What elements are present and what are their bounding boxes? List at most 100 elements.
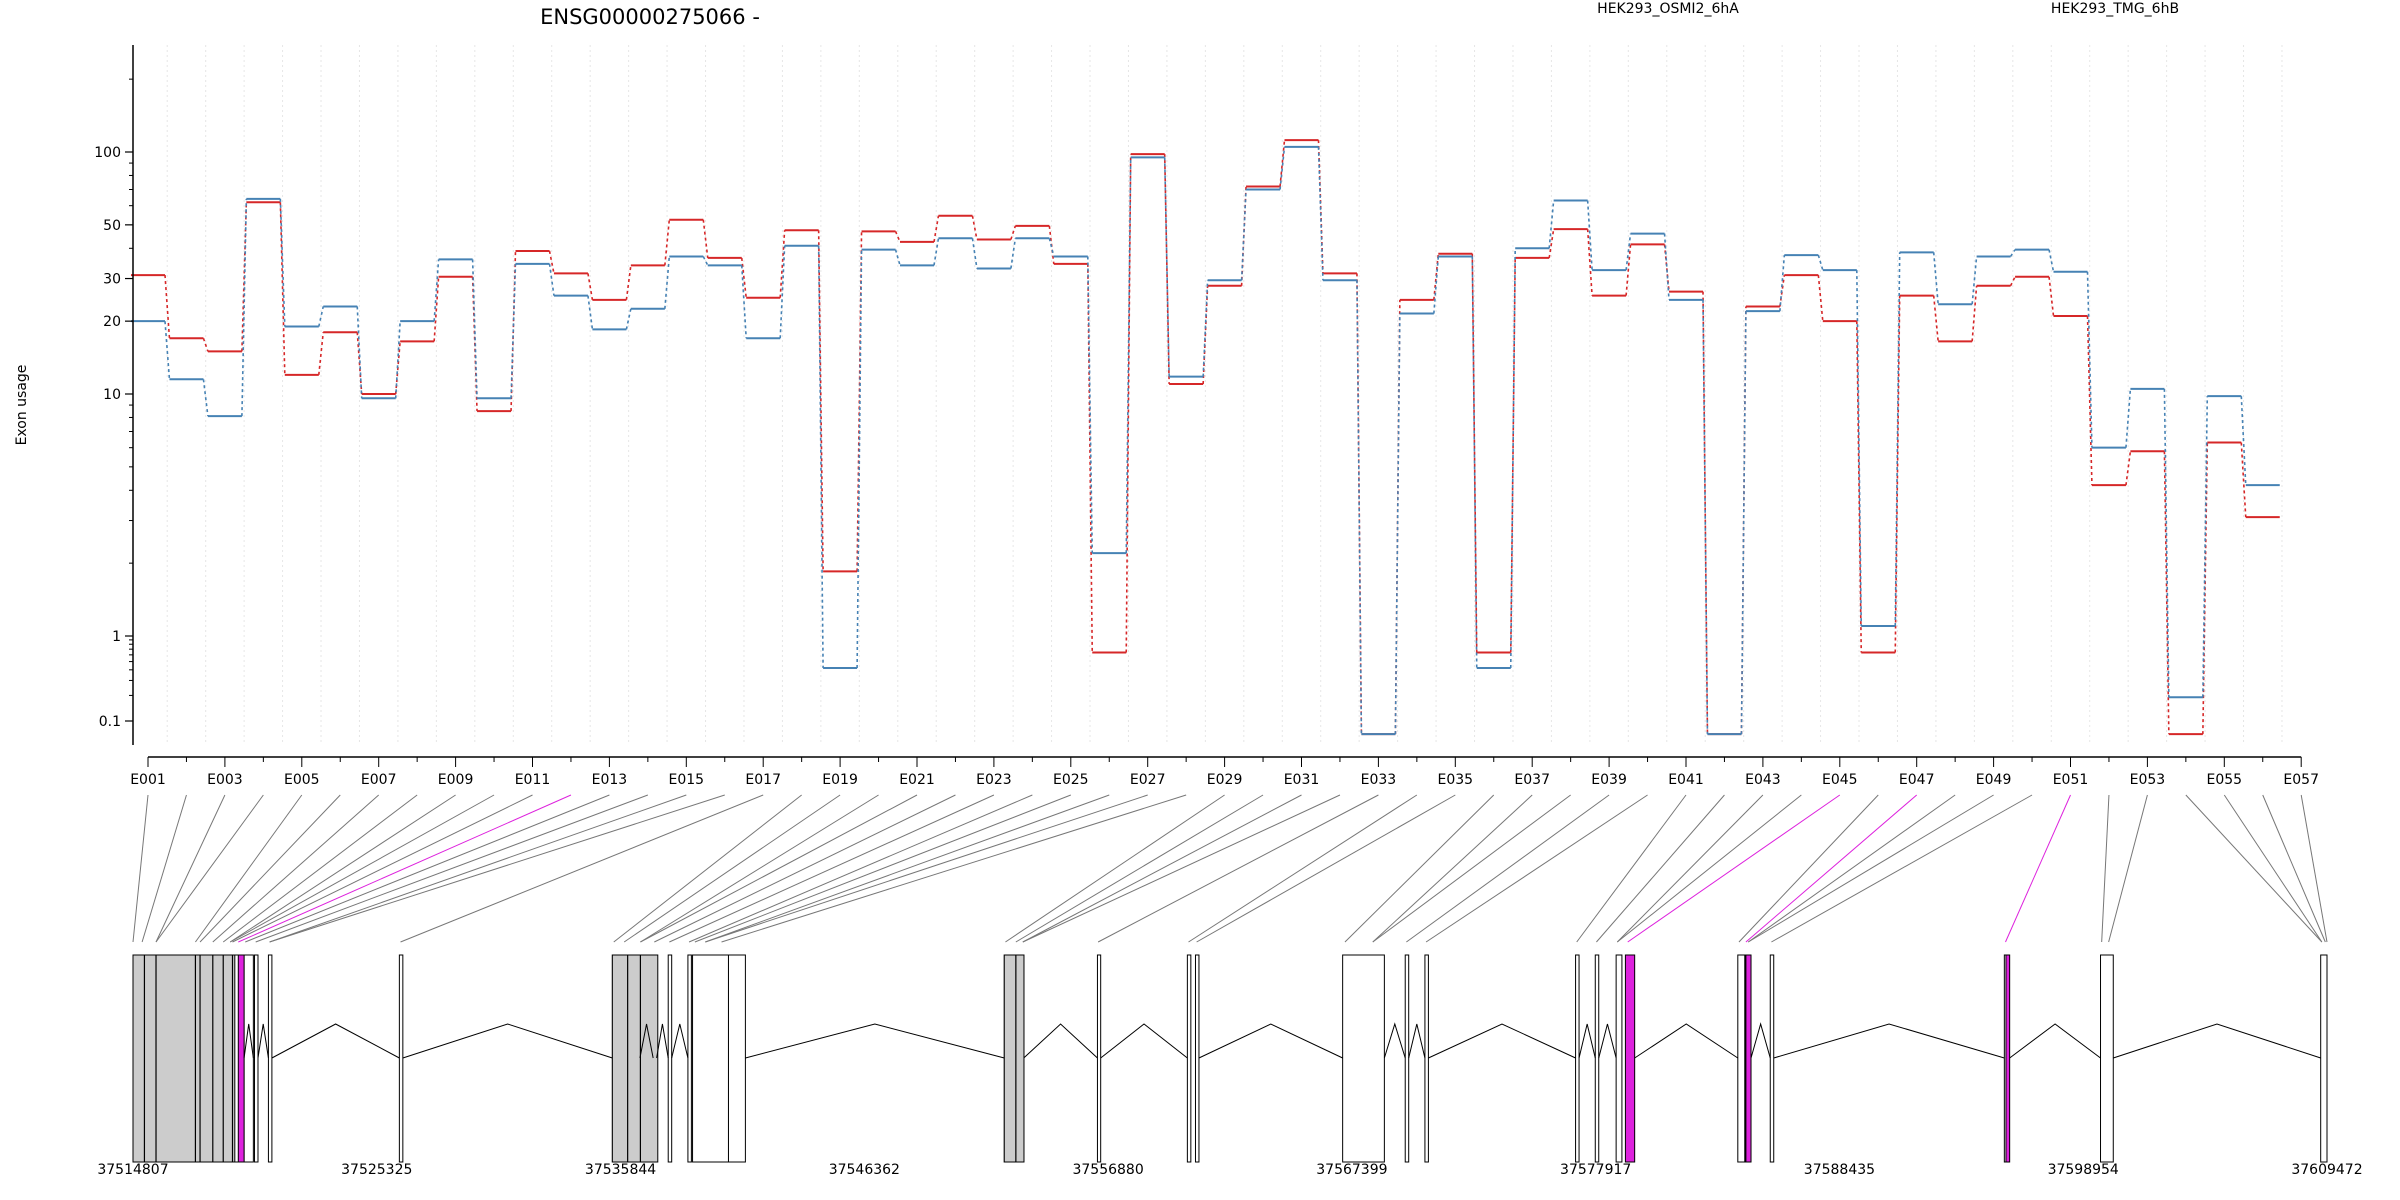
exon-connector (1576, 794, 1687, 943)
exon-box (2320, 954, 2328, 1163)
transition-line (664, 219, 671, 266)
exon-connector (212, 794, 380, 943)
x-tick-label: E007 (361, 772, 397, 788)
transition-line (1817, 275, 1824, 322)
exon-connector (229, 794, 495, 943)
transition-line (587, 273, 594, 300)
transition-line (1548, 200, 1555, 249)
exon-connector (1747, 794, 1956, 943)
exon-connector (2223, 794, 2323, 943)
transition-line (2125, 388, 2132, 448)
exon-connector (195, 794, 303, 943)
exon-connector (721, 794, 1187, 943)
exon-connector (2300, 794, 2328, 943)
transition-line (1548, 229, 1555, 259)
transition-line (1856, 270, 1863, 626)
transition-line (2202, 396, 2209, 698)
exon-box (1737, 954, 1746, 1163)
transition-line (1471, 253, 1478, 653)
intron-chevron (243, 1023, 254, 1059)
x-tick-label: E041 (1668, 772, 1704, 788)
x-tick-label: E051 (2053, 772, 2089, 788)
intron-chevron (656, 1023, 669, 1059)
y-axis: 0.1 1 10 20 30 50 100 (94, 45, 134, 745)
exon-connector (2262, 794, 2326, 943)
transition-line (1702, 299, 1709, 735)
exon-connector-lines (132, 794, 2328, 943)
significant-exon (237, 954, 245, 1163)
transition-line (933, 215, 940, 243)
exon-box (1615, 954, 1623, 1163)
transition-line (1163, 157, 1170, 377)
exon-connector (1005, 794, 1225, 943)
transition-line (1740, 311, 1747, 735)
transition-line (1779, 274, 1786, 307)
exon-connector (1616, 794, 1802, 943)
intron-chevron (1634, 1023, 1739, 1059)
exon-connector (1627, 794, 1841, 943)
genome-position-label: 37567399 (1316, 1162, 1387, 1178)
legend-entry-osmi2: HEK293_OSMI2_6hA (1597, 1, 1739, 17)
transition-line (1932, 295, 1939, 342)
exon-connector (2185, 794, 2323, 943)
transition-line (1010, 225, 1017, 240)
transition-line (1586, 229, 1593, 296)
exon-box (1186, 954, 1192, 1163)
x-tick-label: E011 (515, 772, 551, 788)
transition-line (664, 256, 671, 309)
exon-connector (400, 794, 764, 943)
exon-box (727, 954, 746, 1163)
exon-box (1575, 954, 1580, 1163)
x-tick-label: E003 (207, 772, 243, 788)
exon-connector (1097, 794, 1379, 943)
exon-block-gray (611, 954, 659, 1163)
exon-box (267, 954, 273, 1163)
transition-line (433, 259, 440, 322)
transition-line (933, 238, 940, 266)
x-tick-label: E029 (1207, 772, 1243, 788)
exon-connector (1188, 794, 1418, 943)
transition-line (1010, 238, 1017, 269)
exon-box (1424, 954, 1429, 1163)
transition-line (2163, 451, 2170, 735)
significant-exon (2005, 954, 2011, 1163)
exon-connector (255, 794, 649, 943)
y-tick-label: 0.1 (99, 714, 121, 730)
exon-connector (1738, 794, 1879, 943)
transition-line (202, 379, 209, 417)
exon-connector (1344, 794, 1495, 943)
exon-block-gray (1003, 954, 1025, 1163)
exon-block-gray (132, 954, 236, 1163)
x-tick-label: E053 (2130, 772, 2166, 788)
transition-line (318, 332, 325, 375)
exon-connector (1745, 794, 1918, 943)
transition-line (1202, 280, 1209, 377)
x-tick-label: E031 (1284, 772, 1320, 788)
series-tmg (131, 145, 2280, 736)
genome-position-label: 37525325 (341, 1162, 412, 1178)
transition-line (1625, 233, 1632, 271)
intron-chevron (1750, 1022, 1771, 1059)
transition-line (1356, 280, 1363, 735)
transition-line (1317, 140, 1324, 274)
transition-line (1971, 256, 1978, 305)
x-tick-label: E019 (822, 772, 858, 788)
transition-line (164, 321, 171, 380)
transition-line (702, 219, 709, 259)
transition-line (241, 198, 248, 417)
exon-connector (229, 794, 456, 943)
transition-line (1856, 321, 1863, 653)
genome-position-label: 37556880 (1072, 1162, 1143, 1178)
transition-line (2086, 316, 2093, 486)
x-tick-label: E057 (2283, 772, 2319, 788)
exon-connector (2108, 794, 2148, 943)
transition-line (2009, 276, 2016, 287)
exon-connector (245, 794, 610, 943)
exon-connector (222, 794, 418, 943)
intron-chevron (1598, 1023, 1617, 1059)
transition-line (1971, 285, 1978, 342)
transition-line (894, 231, 901, 243)
exon-box (243, 954, 254, 1163)
y-tick-label: 30 (103, 272, 121, 288)
